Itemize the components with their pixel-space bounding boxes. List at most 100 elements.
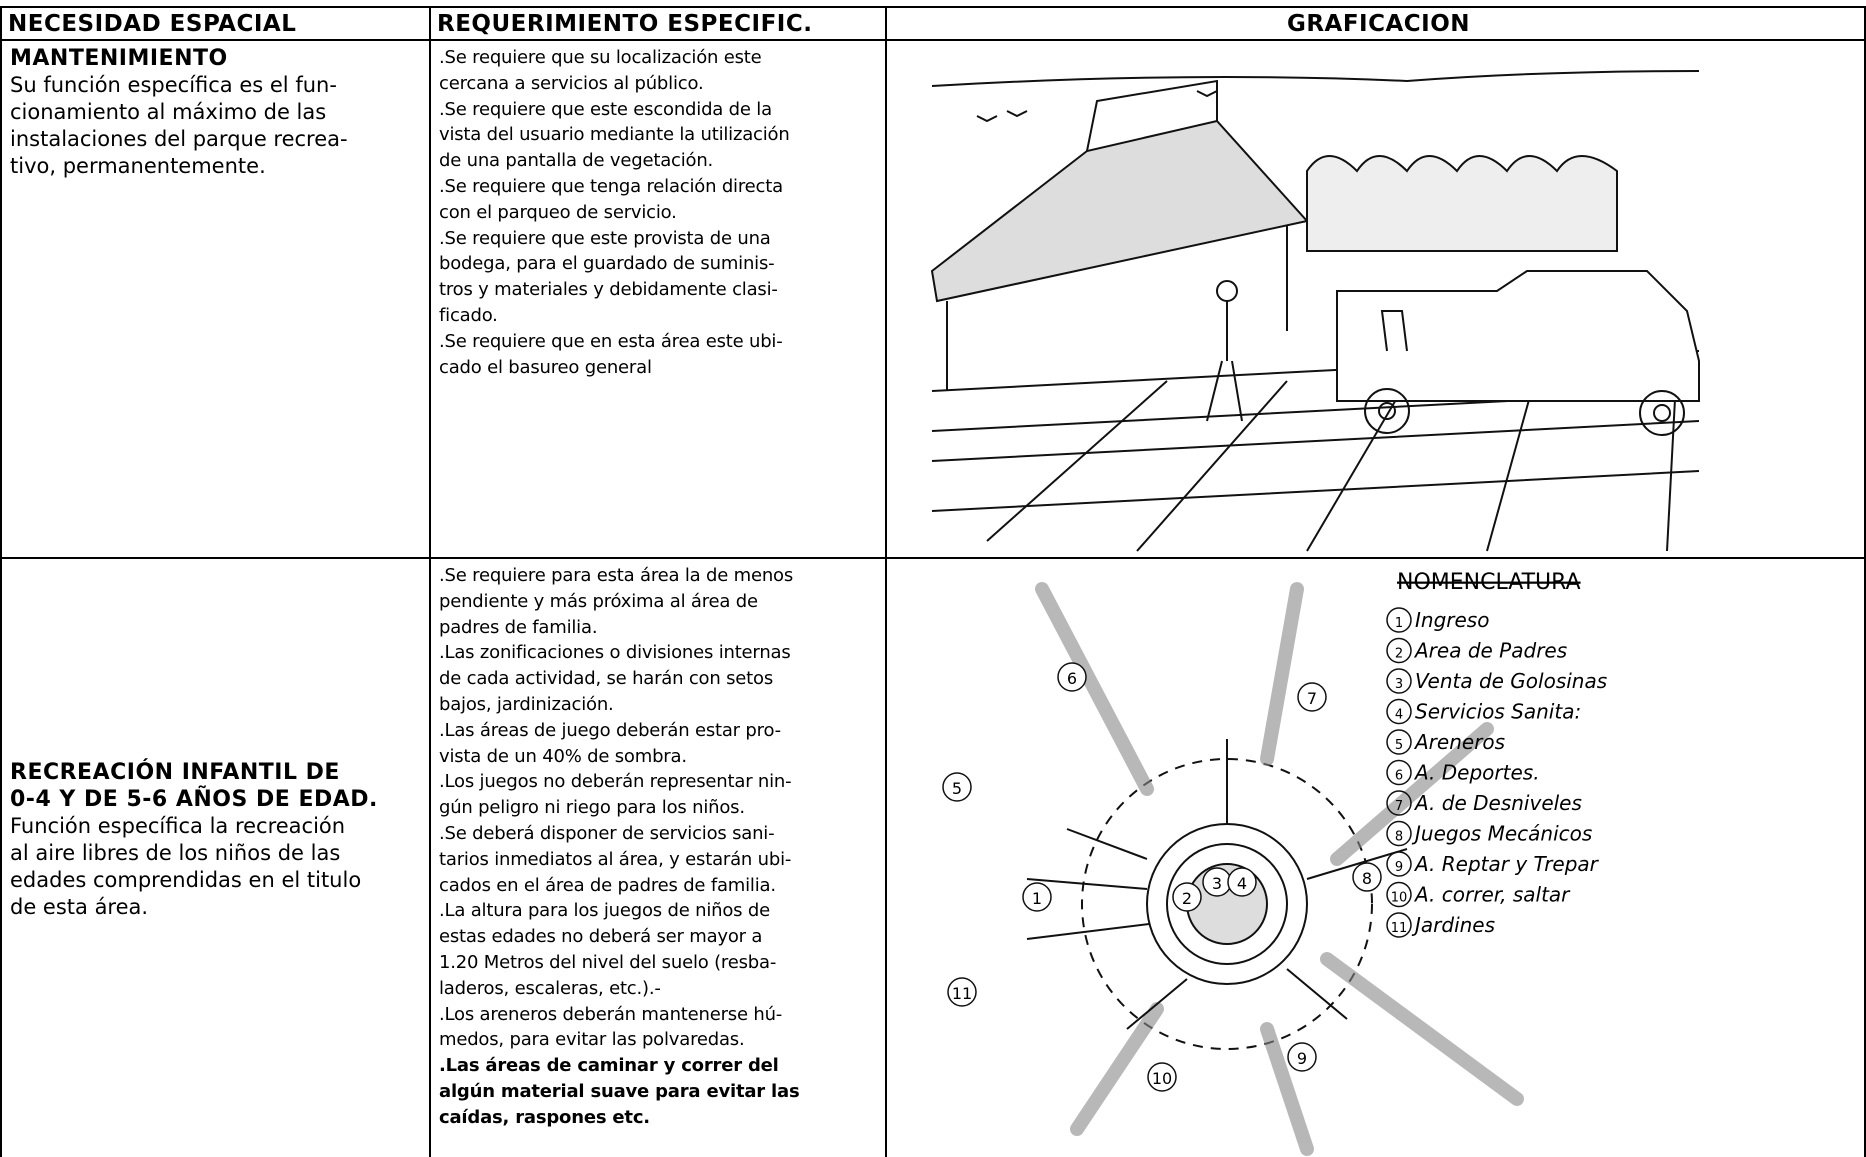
need-text: instalaciones del parque recrea- — [10, 127, 348, 151]
item-number: 7 — [1395, 799, 1403, 814]
requirement-text: cados en el área de padres de familia. — [439, 874, 776, 896]
requirement-emphasis: algún material suave para evitar las — [439, 1080, 800, 1102]
need-text: Su función específica es el fun- — [10, 73, 337, 97]
plan-circle — [1057, 662, 1087, 692]
requirement-text: con el parqueo de servicio. — [439, 201, 677, 223]
number-circle — [1386, 912, 1412, 938]
requirement-text: .Los areneros deberán mantenerse hú- — [439, 1003, 783, 1025]
plan-number: 9 — [1297, 1049, 1307, 1068]
requirement-text: vista del usuario mediante la utilizació… — [439, 124, 790, 146]
item-text: A. Deportes. — [1413, 761, 1540, 785]
item-number: 9 — [1395, 860, 1403, 875]
need-text: de esta área. — [10, 895, 149, 919]
number-circle — [1386, 790, 1412, 816]
plan-circle — [1227, 867, 1257, 897]
requirement-text: .Se requiere que su localización este — [439, 47, 762, 68]
plan-number: 5 — [952, 779, 962, 798]
requirement-emphasis: caídas, raspones etc. — [439, 1106, 650, 1128]
requirement-text: gún peligro ni riego para los niños. — [439, 797, 745, 819]
plan-number: 11 — [952, 984, 972, 1003]
requirement-text: .Se requiere que en esta área este ubi- — [439, 330, 783, 352]
need-title: RECREACIÓN INFANTIL DE — [10, 760, 340, 785]
requirement-cell: .Se requiere que su localización este cer… — [429, 39, 886, 558]
requirement-text: tros y materiales y debidamente clasi- — [439, 279, 778, 301]
item-text: Area de Padres — [1413, 639, 1567, 663]
plan-number: 10 — [1152, 1069, 1172, 1088]
requirement-text: .Se requiere que tenga relación directa — [439, 175, 783, 197]
item-text: Venta de Golosinas — [1415, 669, 1607, 693]
item-number: 6 — [1395, 769, 1403, 784]
plan-number: 1 — [1032, 889, 1042, 908]
plan-number: 7 — [1307, 689, 1317, 708]
need-cell: RECREACIÓN INFANTIL DE 0-4 Y DE 5-6 AÑOS … — [0, 557, 430, 1157]
requirement-text: .Las áreas de juego deberán estar pro- — [439, 719, 781, 741]
item-number: 11 — [1391, 921, 1408, 936]
plan-number: 6 — [1067, 669, 1077, 688]
requirement-text: medos, para evitar las polvaredas. — [439, 1029, 745, 1051]
plan-circle — [942, 772, 972, 802]
requirement-text: cercana a servicios al público. — [439, 72, 704, 94]
requirement-text: .Se deberá disponer de servicios sani- — [439, 822, 775, 844]
requirement-text: .Se requiere que este provista de una — [439, 227, 771, 249]
item-text: Ingreso — [1415, 608, 1489, 632]
need-text: edades comprendidas en el titulo — [10, 868, 362, 892]
item-number: 10 — [1391, 891, 1408, 906]
requirement-text: cado el basureo general — [439, 356, 652, 378]
need-title: MANTENIMIENTO — [10, 46, 228, 71]
item-text: Areneros — [1413, 730, 1505, 754]
need-text: al aire libres de los niños de las — [10, 841, 341, 865]
item-number: 2 — [1395, 647, 1403, 662]
need-text: tivo, permanentemente. — [10, 154, 266, 178]
need-text: Función específica la recreación — [10, 814, 346, 838]
requirement-text: .Las zonificaciones o divisiones interna… — [439, 642, 791, 664]
number-circle — [1386, 851, 1412, 877]
item-number: 3 — [1395, 677, 1403, 692]
item-number: 8 — [1395, 830, 1403, 845]
plan-circle — [1172, 882, 1202, 912]
header-cell: REQUERIMIENTO ESPECIFIC. — [429, 6, 886, 40]
requirement-text: bodega, para el guardado de suminis- — [439, 253, 775, 275]
requirement-text: .La altura para los juegos de niños de — [439, 900, 770, 922]
number-circle — [1386, 759, 1412, 786]
need-text: cionamiento al máximo de las — [10, 100, 327, 124]
number-circle — [1386, 607, 1412, 633]
plan-number: 3 — [1212, 874, 1222, 893]
item-number: 1 — [1395, 616, 1403, 631]
requirement-text: .Los juegos no deberán representar nin- — [439, 771, 792, 793]
drawing-cell: 1 2 3 4 5 6 7 8 9 10 11 NOMENCLATURA 1 Ingreso 2 Area … — [885, 557, 1866, 1157]
item-text: A. correr, saltar — [1413, 883, 1571, 907]
requirement-text: padres de familia. — [439, 616, 598, 638]
requirement-text: pendiente y más próxima al área de — [439, 590, 758, 612]
plan-circle — [1147, 1062, 1177, 1092]
requirement-text: laderos, escaleras, etc.).- — [439, 977, 661, 999]
plan-number: 8 — [1362, 869, 1372, 888]
plan-circle — [1022, 882, 1052, 912]
requirement-text: .Se requiere para esta área la de menos — [439, 565, 794, 586]
item-text: A. de Desniveles — [1413, 791, 1582, 815]
requirement-emphasis: .Las áreas de caminar y correr del — [439, 1055, 779, 1077]
requirement-text: bajos, jardinización. — [439, 693, 614, 715]
need-title: 0-4 Y DE 5-6 AÑOS DE EDAD. — [10, 787, 378, 812]
plan-circle — [1297, 682, 1327, 712]
number-circle — [1386, 637, 1412, 664]
need-cell: MANTENIMIENTO Su función específica es el… — [0, 39, 430, 558]
item-text: A. Reptar y Trepar — [1413, 852, 1600, 876]
plan-number: 4 — [1237, 874, 1247, 893]
requirement-text: 1.20 Metros del nivel del suelo (resba- — [439, 951, 777, 973]
plan-circle — [1287, 1042, 1317, 1072]
requirement-text: .Se requiere que este escondida de la — [439, 98, 772, 120]
drawing-cell — [885, 39, 1866, 558]
number-circle — [1386, 668, 1412, 694]
header-cell: GRAFICACION — [885, 6, 1866, 40]
nomenclature-title: NOMENCLATURA — [1397, 570, 1581, 595]
item-text: Servicios Sanita: — [1415, 700, 1581, 724]
requirement-cell: .Se requiere para esta área la de menos p… — [429, 557, 886, 1157]
number-circle — [1386, 881, 1412, 908]
requirement-text: estas edades no deberá ser mayor a — [439, 926, 763, 948]
number-circle — [1386, 729, 1412, 755]
header-cell: NECESIDAD ESPACIAL — [0, 6, 430, 40]
requirement-text: de una pantalla de vegetación. — [439, 150, 714, 172]
plan-circle — [947, 977, 977, 1007]
plan-circle — [1352, 862, 1382, 892]
requirement-text: vista de un 40% de sombra. — [439, 745, 687, 767]
